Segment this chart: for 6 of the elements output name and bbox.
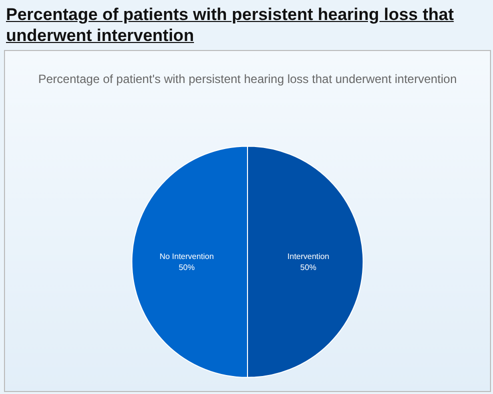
chart-title: Percentage of patients with persistent hearing loss that underwent intervention: [6, 4, 455, 46]
slice-label: No Intervention: [160, 252, 214, 261]
chart-subtitle: Percentage of patient's with persistent hearing loss that underwent intervention: [38, 72, 457, 86]
data-label: 50%: [178, 262, 195, 272]
data-label: 50%: [300, 262, 316, 272]
slice-label: Intervention: [287, 252, 330, 261]
